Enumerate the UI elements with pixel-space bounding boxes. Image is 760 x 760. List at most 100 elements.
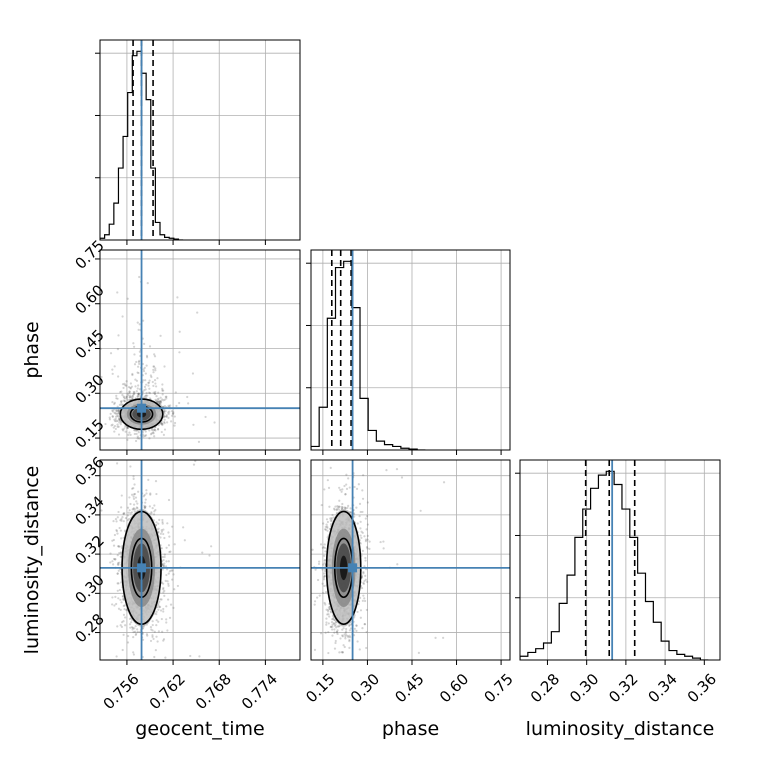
scatter-point (327, 651, 330, 655)
scatter-point (150, 445, 152, 447)
scatter-point (327, 606, 330, 609)
scatter-point (192, 463, 196, 466)
scatter-point (342, 627, 345, 630)
scatter-point (128, 517, 131, 521)
scatter-point (117, 597, 120, 600)
scatter-point (385, 469, 388, 472)
scatter-point (164, 579, 167, 583)
scatter-point (173, 421, 177, 425)
scatter-point (113, 402, 116, 406)
scatter-point (135, 429, 138, 432)
scatter-point (147, 381, 151, 384)
scatter-point (137, 392, 140, 395)
scatter-point (136, 395, 139, 398)
scatter-point (173, 415, 176, 418)
scatter-point (127, 385, 131, 389)
scatter-point (125, 384, 128, 387)
scatter-point (321, 546, 324, 550)
scatter-point (155, 610, 158, 613)
scatter-point (157, 428, 160, 431)
scatter-point (109, 352, 113, 355)
scatter-point (142, 369, 146, 373)
scatter-point (134, 378, 137, 381)
scatter-point (116, 414, 119, 417)
scatter-point (167, 531, 170, 534)
scatter-point (124, 425, 127, 428)
scatter-point (149, 639, 153, 643)
scatter-point (417, 651, 420, 654)
scatter-point (146, 282, 149, 285)
scatter-point (123, 382, 126, 385)
scatter-point (123, 608, 126, 611)
scatter-point (191, 372, 195, 375)
scatter-point (334, 623, 337, 626)
scatter-point (153, 392, 156, 395)
scatter-point (161, 522, 164, 525)
scatter-point (329, 519, 332, 522)
scatter-point (129, 382, 132, 385)
scatter-point (166, 568, 169, 571)
scatter-point (122, 620, 125, 623)
scatter-point (178, 330, 181, 333)
scatter-point (162, 409, 166, 412)
scatter-point (162, 610, 165, 613)
scatter-point (115, 530, 119, 533)
scatter-point (126, 519, 130, 522)
scatter-point (344, 635, 347, 638)
scatter-point (358, 648, 361, 651)
scatter-point (322, 545, 325, 549)
scatter-point (153, 504, 156, 507)
scatter-point (338, 624, 341, 628)
scatter-point (168, 616, 172, 619)
scatter-point (117, 409, 120, 412)
scatter-point (137, 392, 141, 395)
scatter-point (187, 402, 190, 405)
scatter-point (134, 508, 137, 511)
scatter-point (162, 639, 165, 642)
scatter-point (349, 507, 352, 510)
scatter-point (155, 492, 158, 496)
scatter-point (313, 603, 316, 606)
scatter-point (142, 379, 145, 382)
scatter-point (361, 497, 365, 500)
scatter-point (322, 578, 326, 581)
scatter-point (361, 599, 364, 602)
scatter-point (116, 532, 119, 535)
scatter-point (326, 479, 329, 482)
scatter-point (357, 600, 361, 603)
scatter-point (213, 421, 216, 424)
scatter-point (119, 555, 122, 558)
scatter-point (152, 513, 156, 516)
scatter-point (319, 632, 323, 635)
axes-frame-1 (99, 459, 301, 661)
scatter-point (114, 417, 117, 421)
scatter-point (160, 529, 163, 532)
scatter-point (361, 627, 364, 630)
scatter-point (359, 520, 362, 523)
scatter-point (311, 548, 314, 551)
scatter-point (152, 365, 155, 368)
scatter-point (123, 397, 127, 400)
axes-frame-phase (310, 249, 511, 451)
scatter-point (331, 625, 334, 628)
scatter-point (325, 523, 328, 526)
scatter-point (158, 518, 161, 521)
scatter-point (360, 586, 364, 590)
scatter-point (137, 365, 140, 368)
scatter-point (163, 398, 166, 401)
scatter-point (111, 603, 114, 606)
scatter-point (124, 624, 127, 627)
scatter-point (331, 623, 334, 626)
scatter-point (110, 424, 113, 427)
ytick-label-luminosity_distance-2: 0.32 (71, 532, 107, 568)
scatter-point (119, 598, 122, 601)
scatter-point (116, 397, 119, 400)
scatter-point (116, 415, 120, 418)
scatter-point (151, 507, 154, 510)
scatter-point (111, 560, 114, 563)
scatter-point (121, 648, 124, 652)
scatter-point (178, 351, 181, 354)
scatter-point (362, 581, 365, 584)
scatter-point (326, 536, 329, 539)
scatter-point (142, 495, 145, 498)
